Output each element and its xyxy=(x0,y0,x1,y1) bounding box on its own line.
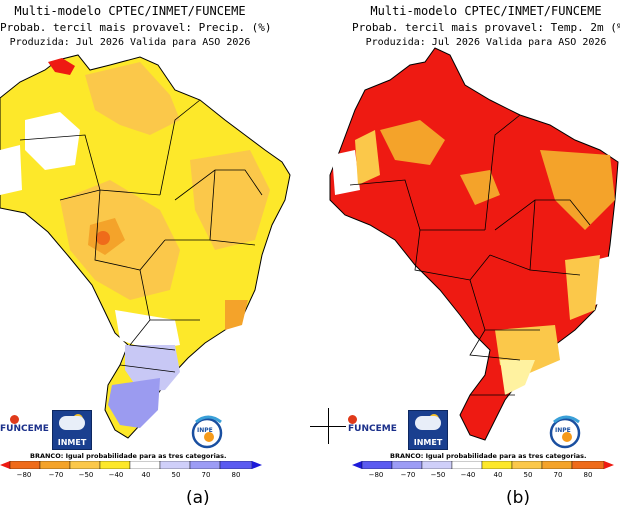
legend-tick: 40 xyxy=(493,471,503,479)
colorbar-arrow-left xyxy=(0,461,10,469)
precip-panel: Multi-modelo CPTEC/INMET/FUNCEME Probab.… xyxy=(0,4,291,506)
temperature-map xyxy=(329,47,619,441)
precip-region-white-amazon xyxy=(25,112,80,170)
precip-subtitle: Probab. tercil mais provavel: Precip. (%… xyxy=(0,21,272,34)
legend-tick: 70 xyxy=(201,471,211,479)
legend-tick: −40 xyxy=(460,471,476,479)
precip-region-lavender xyxy=(125,345,180,392)
legend-tick: −40 xyxy=(108,471,124,479)
legend-tick: 70 xyxy=(553,471,563,479)
funceme-sun-icon xyxy=(348,415,357,424)
legend-note: BRANCO: Igual probabilidade para as tres… xyxy=(390,452,587,460)
inpe-logo: INPE xyxy=(549,415,581,449)
inpe-logo-label: INPE xyxy=(197,427,213,434)
colorbar-arrow-left xyxy=(352,461,362,469)
brazil-outline xyxy=(329,47,619,441)
precip-validity: Produzida: Jul 2026 Valida para ASO 2026 xyxy=(9,37,251,48)
funceme-sun-icon xyxy=(10,415,19,424)
state-borders xyxy=(349,114,591,396)
legend-tick: 50 xyxy=(171,471,181,479)
temp-region-orange-east xyxy=(540,150,615,230)
precip-region-orange-coast xyxy=(225,300,248,330)
legend-tick: −80 xyxy=(368,471,384,479)
inpe-logo-label: INPE xyxy=(555,427,571,434)
temp-subtitle: Probab. tercil mais provavel: Temp. 2m (… xyxy=(352,21,620,34)
inmet-cloud-icon xyxy=(415,416,441,430)
legend-tick: −50 xyxy=(430,471,446,479)
precip-region-blue-lavender xyxy=(108,378,160,428)
legend-ticks: −80 −70 −50 −40 40 50 70 80 xyxy=(0,471,262,481)
funceme-logo: FUNCEME xyxy=(348,424,397,434)
panel-label-b: (b) xyxy=(506,488,531,506)
temp-validity: Produzida: Jul 2026 Valida para ASO 2026 xyxy=(365,37,607,48)
inpe-logo: INPE xyxy=(191,415,223,449)
legend-colorbar xyxy=(0,461,262,469)
temp-region-white-coast xyxy=(595,255,615,305)
precip-region-red-north xyxy=(48,58,75,75)
legend-colorbar xyxy=(352,461,614,469)
temp-title: Multi-modelo CPTEC/INMET/FUNCEME xyxy=(370,4,602,18)
precip-title: Multi-modelo CPTEC/INMET/FUNCEME xyxy=(14,4,246,18)
legend-tick: −70 xyxy=(400,471,416,479)
crosshair-horizontal xyxy=(310,426,346,427)
legend-ticks: −80 −70 −50 −40 40 50 70 80 xyxy=(352,471,614,481)
temperature-panel: Multi-modelo CPTEC/INMET/FUNCEME Probab.… xyxy=(310,0,620,506)
legend-note: BRANCO: Igual probabilidade para as tres… xyxy=(30,452,227,460)
inmet-cloud-icon xyxy=(59,416,85,430)
precip-region-white-west xyxy=(0,145,22,195)
legend-tick: 40 xyxy=(141,471,151,479)
legend-tick: 80 xyxy=(231,471,241,479)
legend-tick: −80 xyxy=(16,471,32,479)
legend-tick: 80 xyxy=(583,471,593,479)
precip-map xyxy=(0,54,291,439)
colorbar-arrow-right xyxy=(604,461,614,469)
state-borders xyxy=(19,99,263,373)
panel-label-a: (a) xyxy=(186,488,210,506)
colorbar-arrow-right xyxy=(252,461,262,469)
inmet-logo: INMET xyxy=(52,410,92,450)
inmet-logo-label: INMET xyxy=(57,438,87,447)
temp-region-yellow-west xyxy=(355,130,380,185)
inmet-logo-label: INMET xyxy=(413,438,443,447)
legend-tick: −70 xyxy=(48,471,64,479)
precip-region-orange-east xyxy=(190,150,270,250)
temp-region-yellow-coast xyxy=(565,255,600,320)
inmet-logo: INMET xyxy=(408,410,448,450)
precip-region-orange-north xyxy=(85,62,180,135)
legend-tick: −50 xyxy=(78,471,94,479)
legend-tick: 50 xyxy=(523,471,533,479)
temp-region-orange-north xyxy=(380,120,445,165)
temp-region-white-west xyxy=(332,150,360,195)
precip-spot-red-orange xyxy=(96,231,110,245)
funceme-logo: FUNCEME xyxy=(0,424,49,434)
temp-region-light-yellow-south xyxy=(500,360,535,395)
